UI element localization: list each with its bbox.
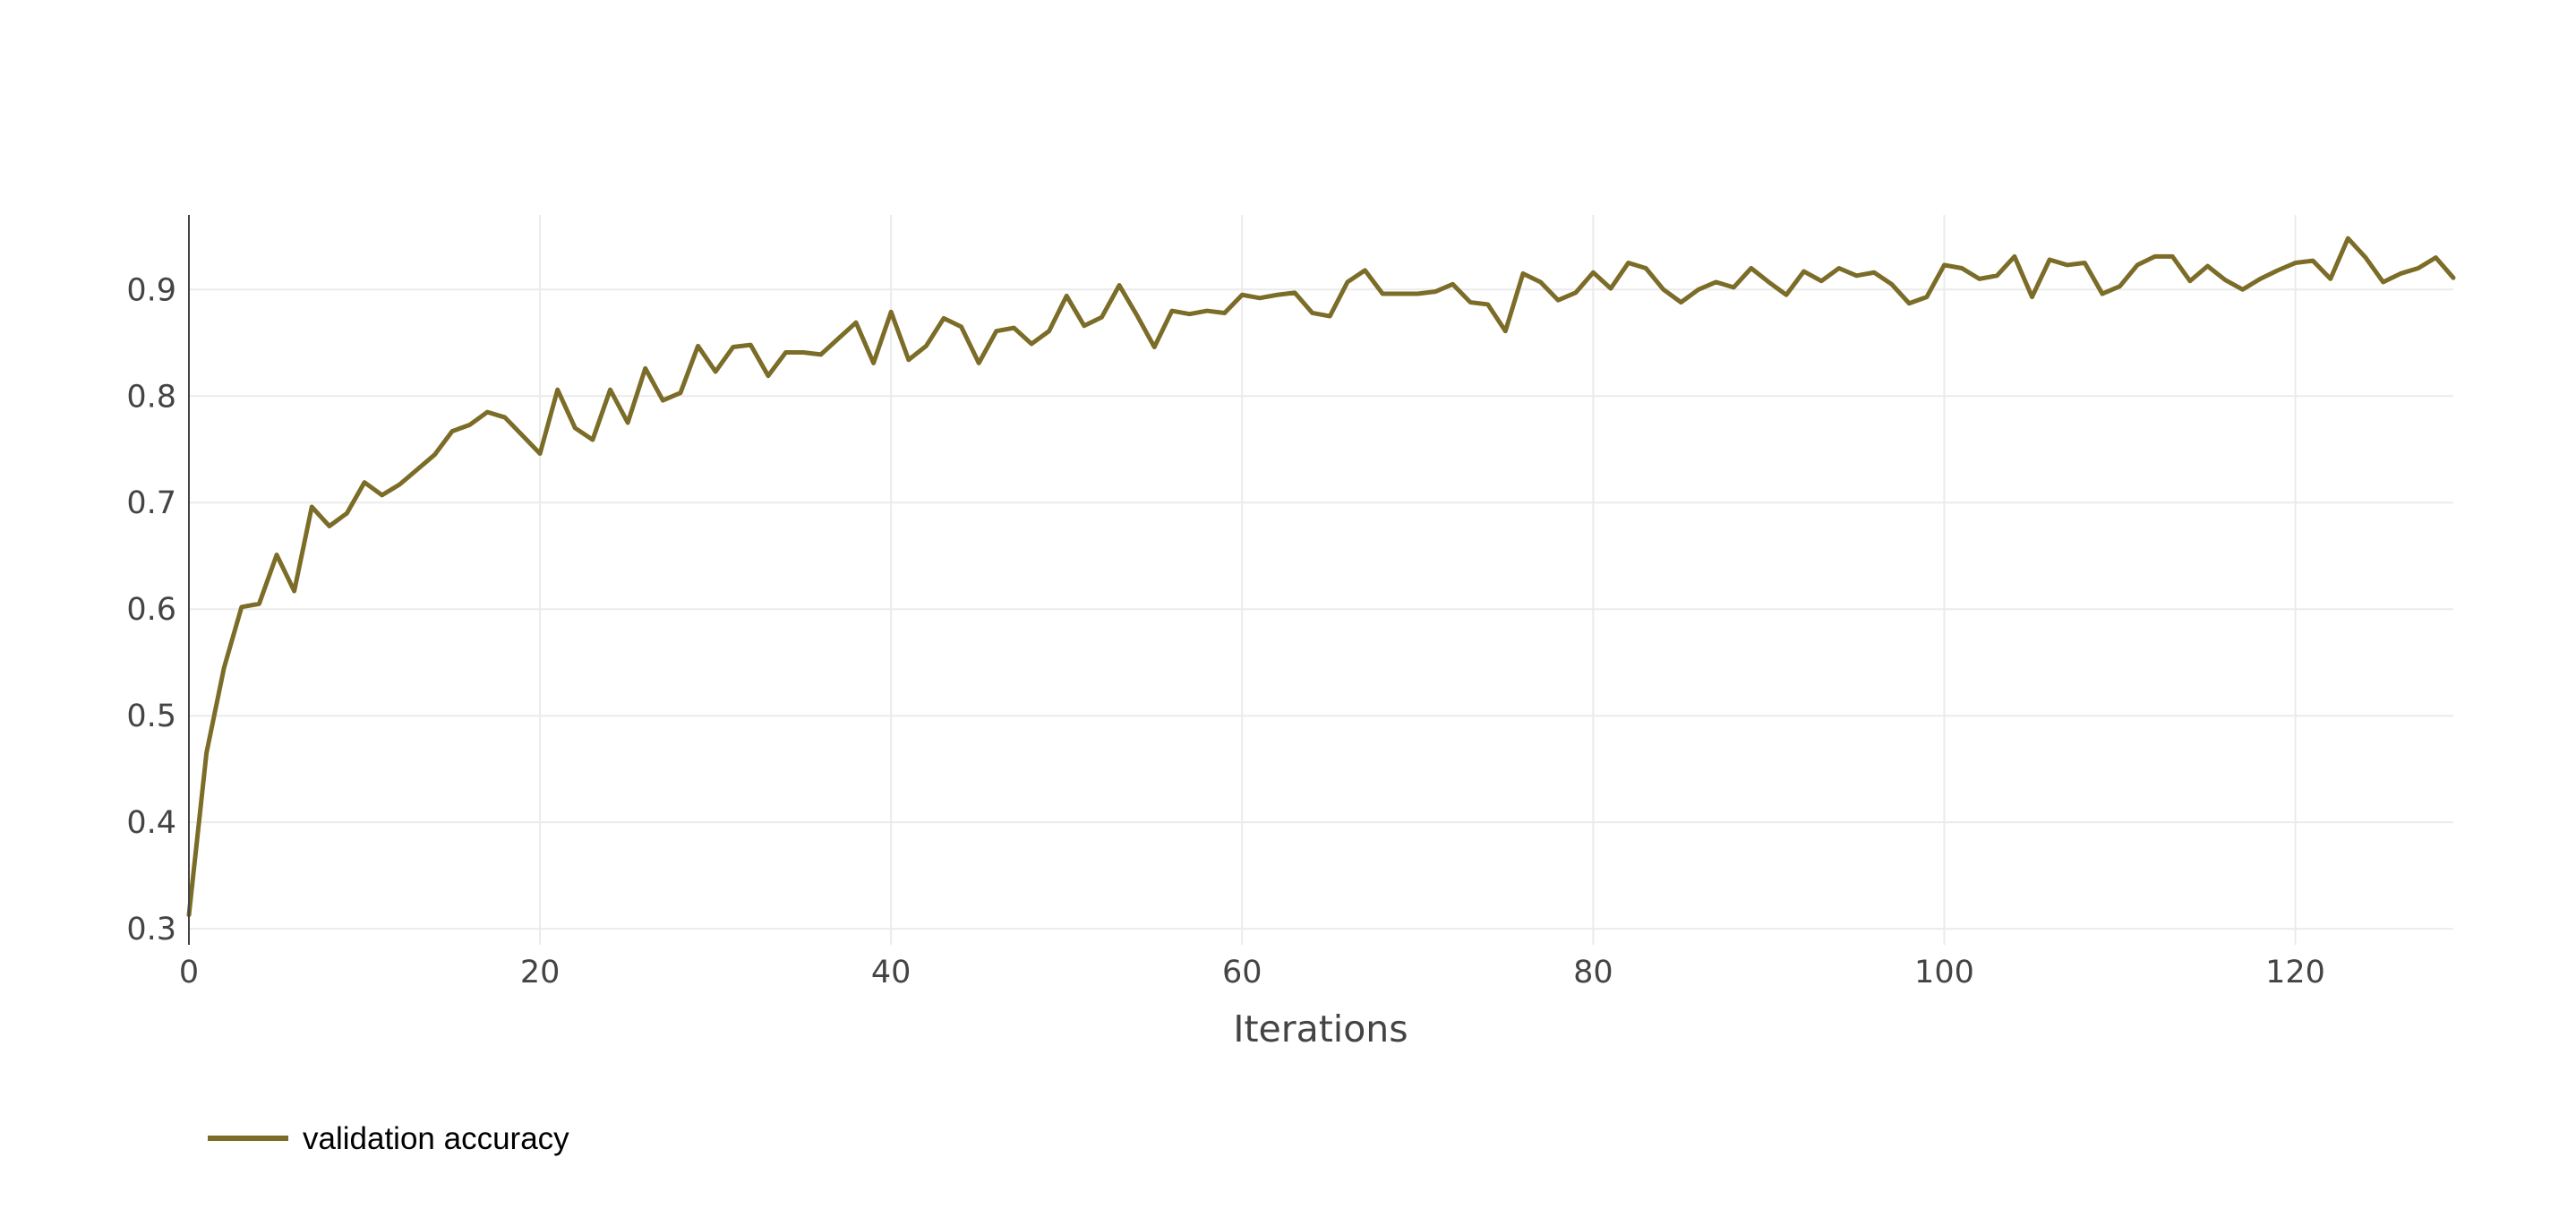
y-tick-label: 0.6 [126, 592, 176, 628]
grid-lines [189, 215, 2453, 945]
x-tick-label: 120 [2265, 955, 2325, 990]
x-tick-label: 0 [179, 955, 199, 990]
y-tick-label: 0.5 [126, 699, 176, 734]
y-tick-label: 0.9 [126, 272, 176, 308]
y-tick-label: 0.8 [126, 379, 176, 415]
series-line-0 [186, 236, 2456, 918]
legend-label: validation accuracy [303, 1121, 569, 1156]
x-tick-label: 80 [1573, 955, 1613, 990]
x-tick-label: 20 [520, 955, 561, 990]
y-tick-label: 0.4 [126, 805, 176, 841]
x-tick-label: 100 [1914, 955, 1974, 990]
axes: 0.3 0.4 0.5 0.6 0.7 0.8 0.9 0 20 40 60 80 100 120 [126, 215, 2325, 990]
x-tick-label: 40 [871, 955, 911, 990]
y-tick-label: 0.3 [126, 912, 176, 947]
x-axis-title: Iterations [1233, 1008, 1408, 1050]
y-tick-label: 0.7 [126, 485, 176, 521]
legend[interactable]: validation accuracy [208, 1121, 569, 1156]
x-tick-label: 60 [1222, 955, 1262, 990]
series-layer [186, 236, 2456, 918]
